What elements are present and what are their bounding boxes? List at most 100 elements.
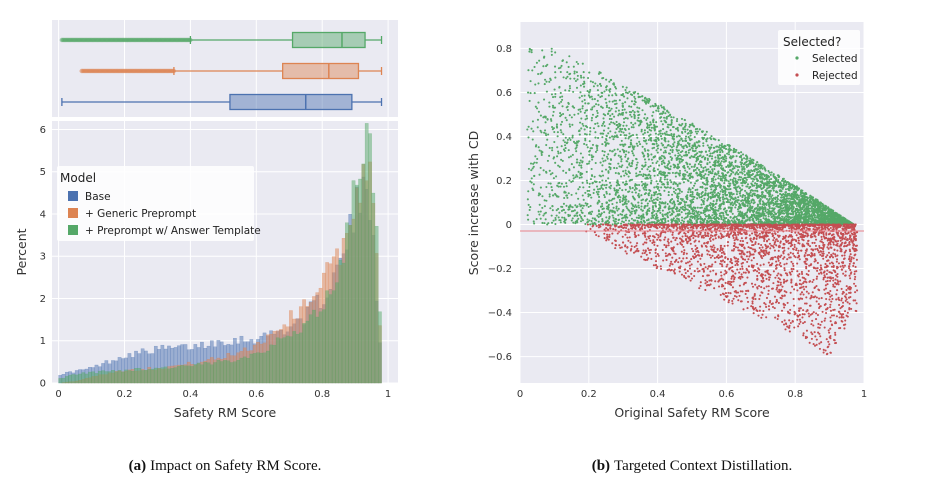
point-selected [592, 85, 595, 88]
point-selected [626, 117, 629, 120]
x-tick-label: 0.6 [248, 389, 264, 400]
point-selected [689, 174, 692, 177]
point-selected [656, 182, 659, 185]
point-selected [683, 167, 686, 170]
point-selected [560, 182, 563, 185]
point-selected [621, 220, 624, 223]
point-selected [599, 82, 602, 86]
y-tick-label: 2 [40, 294, 46, 305]
point-selected [631, 186, 634, 190]
point-selected [770, 207, 774, 210]
point-selected [776, 220, 780, 223]
point-selected [623, 127, 626, 131]
point-selected [772, 189, 775, 192]
point-selected [705, 140, 708, 143]
point-selected [768, 207, 771, 210]
point-selected [696, 211, 699, 214]
point-selected [570, 210, 573, 213]
point-selected [652, 169, 655, 173]
histogram-bar [177, 366, 181, 384]
point-selected [578, 176, 581, 179]
point-selected [537, 210, 540, 213]
point-selected [528, 99, 531, 103]
point-selected [539, 72, 542, 75]
point-selected [765, 190, 768, 193]
histogram-bar [279, 338, 283, 384]
point-selected [707, 168, 710, 171]
point-selected [708, 209, 711, 212]
point-selected [650, 158, 653, 161]
point-selected [544, 115, 547, 118]
point-selected [551, 209, 554, 212]
point-selected [665, 116, 668, 119]
point-selected [678, 154, 681, 157]
point-selected [791, 208, 795, 211]
point-selected [605, 190, 608, 194]
point-selected [621, 189, 624, 192]
point-selected [560, 100, 563, 103]
point-selected [591, 158, 594, 161]
point-selected [627, 171, 631, 174]
point-selected [710, 172, 713, 175]
point-selected [594, 82, 597, 85]
point-selected [670, 116, 673, 119]
point-selected [605, 155, 608, 158]
point-selected [623, 134, 626, 137]
point-selected [697, 144, 700, 147]
point-selected [706, 157, 709, 160]
point-selected [651, 161, 654, 165]
point-selected [751, 189, 755, 192]
point-selected [605, 216, 608, 219]
point-selected [750, 213, 753, 217]
point-selected [750, 201, 753, 204]
point-selected [601, 202, 604, 205]
point-selected [655, 217, 658, 220]
point-selected [566, 196, 569, 199]
point-selected [642, 213, 645, 216]
point-selected [593, 188, 596, 191]
point-selected [648, 200, 651, 203]
point-selected [767, 209, 770, 212]
point-selected [783, 180, 786, 184]
point-selected [641, 167, 644, 171]
point-selected [646, 122, 649, 125]
point-selected [560, 145, 563, 148]
point-selected [787, 215, 790, 218]
point-selected [615, 106, 618, 109]
y-tick-label: 1 [40, 336, 46, 347]
histogram-bar [68, 374, 72, 384]
x-tick-label: 1 [385, 389, 391, 400]
point-selected [612, 216, 615, 219]
point-selected [661, 183, 664, 186]
point-selected [588, 153, 591, 156]
point-selected [563, 218, 566, 221]
point-selected [749, 157, 752, 160]
point-selected [770, 171, 773, 174]
point-selected [635, 142, 638, 145]
point-selected [763, 174, 766, 178]
point-selected [677, 172, 680, 175]
point-selected [755, 164, 758, 167]
point-selected [563, 196, 566, 200]
point-selected [653, 214, 656, 217]
histogram-bar [371, 192, 376, 384]
point-selected [681, 219, 684, 222]
point-selected [672, 145, 675, 148]
point-selected [574, 214, 577, 217]
point-selected [599, 84, 603, 87]
legend-swatch-template [68, 225, 78, 235]
point-selected [698, 128, 701, 131]
point-selected [722, 193, 725, 196]
point-selected [746, 219, 749, 222]
box-iqr [229, 93, 353, 111]
point-selected [629, 93, 633, 96]
point-selected [706, 220, 709, 223]
point-selected [650, 153, 653, 156]
point-selected [608, 80, 611, 83]
point-selected [570, 219, 573, 222]
point-selected [739, 171, 742, 174]
point-selected [709, 152, 712, 155]
point-selected [784, 191, 787, 194]
point-selected [604, 179, 607, 182]
point-selected [812, 212, 815, 215]
